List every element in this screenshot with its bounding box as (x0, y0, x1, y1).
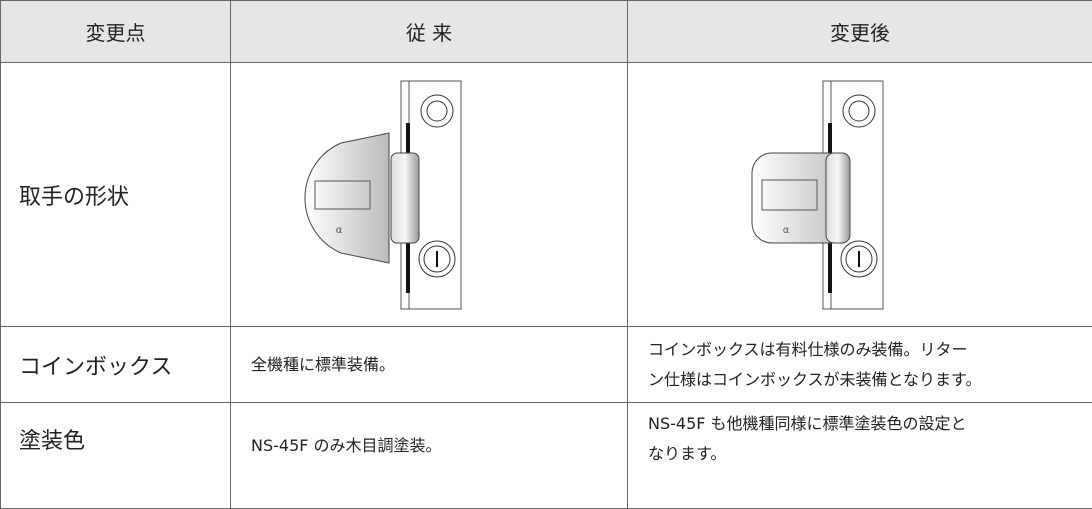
svg-text:α: α (336, 225, 343, 236)
page: 変更点 従 来 変更後 取手の形状 α α コインボックス 全機種に標準装備。 … (0, 0, 1092, 479)
text-line: ン仕様はコインボックスが未装備となります。 (648, 365, 1092, 395)
cell: 全機種に標準装備。 (231, 327, 628, 403)
text-line: NS-45F も他機種同様に標準塗装色の設定と (648, 409, 1092, 439)
row-label: 塗装色 (1, 403, 231, 509)
row-label: コインボックス (1, 327, 231, 403)
header-cell: 従 来 (231, 1, 628, 63)
row: コインボックス 全機種に標準装備。 コインボックスは有料仕様のみ装備。リターン仕… (1, 327, 1092, 403)
svg-text:α: α (783, 225, 790, 236)
row: 塗装色 NS-45F のみ木目調塗装。 NS-45F も他機種同様に標準塗装色の… (1, 403, 1092, 509)
header-cell: 変更後 (628, 1, 1092, 63)
text-line: なります。 (648, 439, 1092, 469)
text-line: コインボックスは有料仕様のみ装備。リター (648, 335, 1092, 365)
old-handle-illustration: α (231, 63, 628, 326)
text-line: 全機種に標準装備。 (251, 350, 627, 380)
row: 取手の形状 α α (1, 63, 1092, 327)
header-cell: 変更点 (1, 1, 231, 63)
new-handle-illustration: α (628, 63, 1092, 326)
text-line: NS-45F のみ木目調塗装。 (251, 431, 627, 461)
image-cell: α (231, 63, 628, 327)
row-label: 取手の形状 (1, 63, 231, 327)
image-cell: α (628, 63, 1092, 327)
cell: NS-45F も他機種同様に標準塗装色の設定となります。 (628, 403, 1092, 509)
cell: NS-45F のみ木目調塗装。 (231, 403, 628, 509)
cell: コインボックスは有料仕様のみ装備。リターン仕様はコインボックスが未装備となります… (628, 327, 1092, 403)
header-row: 変更点 従 来 変更後 (1, 1, 1092, 63)
